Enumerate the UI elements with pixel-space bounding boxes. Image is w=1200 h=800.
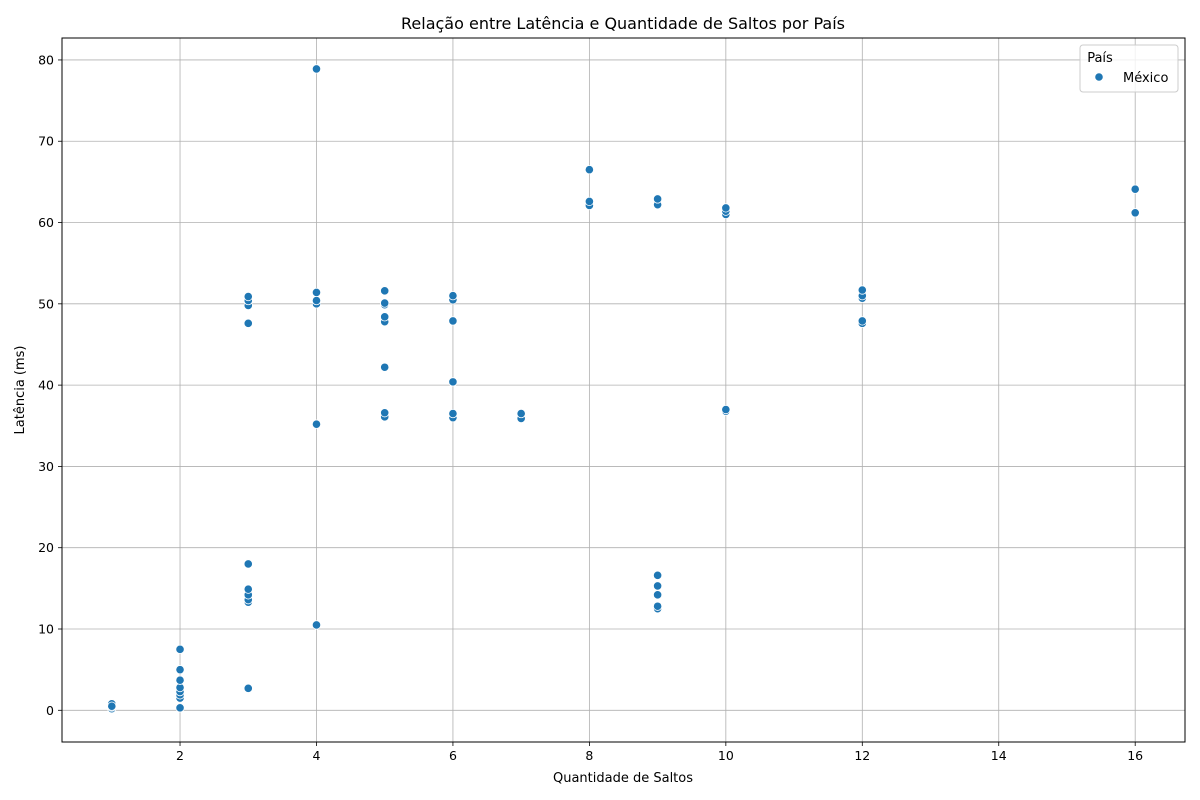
legend-marker bbox=[1094, 72, 1104, 82]
y-tick-label: 70 bbox=[38, 134, 54, 149]
data-point bbox=[243, 291, 253, 302]
data-point bbox=[380, 408, 390, 418]
data-point bbox=[311, 620, 322, 630]
plot-frame bbox=[61, 37, 1186, 743]
data-point bbox=[175, 665, 185, 675]
chart-title: Relação entre Latência e Quantidade de S… bbox=[401, 14, 845, 33]
data-point bbox=[448, 291, 458, 301]
data-point bbox=[653, 590, 663, 600]
data-point bbox=[243, 318, 253, 328]
data-point bbox=[584, 196, 594, 206]
data-point bbox=[311, 64, 322, 74]
data-point bbox=[653, 570, 663, 580]
data-point bbox=[516, 408, 526, 419]
data-point bbox=[584, 165, 594, 175]
data-point bbox=[721, 404, 731, 415]
data-point bbox=[380, 286, 390, 296]
y-tick-label: 20 bbox=[38, 540, 54, 555]
data-point bbox=[1130, 208, 1140, 218]
data-point bbox=[107, 701, 117, 711]
y-axis-title: Latência (ms) bbox=[13, 346, 28, 435]
data-point bbox=[175, 644, 185, 654]
y-tick-label: 60 bbox=[38, 215, 54, 230]
x-axis-title: Quantidade de Saltos bbox=[553, 771, 693, 786]
data-point bbox=[311, 287, 322, 298]
data-point bbox=[175, 675, 185, 685]
data-point bbox=[721, 203, 731, 213]
y-tick-label: 40 bbox=[38, 378, 54, 393]
y-tick-label: 50 bbox=[38, 296, 54, 311]
legend-box bbox=[1079, 44, 1179, 93]
x-tick-label: 10 bbox=[718, 748, 734, 763]
x-tick-label: 14 bbox=[991, 748, 1007, 763]
data-point bbox=[653, 581, 663, 591]
x-tick-label: 6 bbox=[449, 748, 457, 763]
y-tick-label: 80 bbox=[38, 52, 54, 67]
x-tick-label: 16 bbox=[1127, 748, 1143, 763]
x-tick-label: 4 bbox=[313, 748, 321, 763]
data-point bbox=[380, 298, 390, 308]
data-point bbox=[448, 316, 458, 326]
x-tick-label: 2 bbox=[176, 748, 184, 763]
y-tick-label: 30 bbox=[38, 459, 54, 474]
x-axis-ticks: 2 4 6 8 10 12 14 16 bbox=[176, 742, 1143, 763]
y-axis-ticks: 0 10 20 30 40 50 60 70 80 bbox=[38, 52, 62, 718]
data-point bbox=[448, 377, 458, 387]
legend: País México bbox=[1079, 44, 1179, 93]
data-point bbox=[243, 584, 253, 594]
x-tick-label: 12 bbox=[854, 748, 870, 763]
data-point bbox=[448, 408, 458, 419]
data-point bbox=[857, 316, 867, 326]
x-tick-label: 8 bbox=[585, 748, 593, 763]
data-point bbox=[857, 285, 867, 295]
data-points bbox=[107, 64, 1140, 714]
legend-title: País bbox=[1087, 51, 1113, 66]
legend-label: México bbox=[1123, 71, 1168, 86]
data-point bbox=[243, 683, 253, 693]
data-point bbox=[653, 601, 663, 611]
data-point bbox=[380, 362, 390, 372]
y-tick-label: 10 bbox=[38, 622, 54, 637]
data-point bbox=[380, 312, 390, 322]
data-point bbox=[311, 295, 322, 306]
data-point bbox=[653, 194, 663, 204]
data-point bbox=[1130, 184, 1140, 194]
data-point bbox=[311, 419, 322, 429]
y-tick-label: 0 bbox=[46, 703, 54, 718]
data-point bbox=[243, 559, 253, 569]
grid bbox=[62, 38, 1185, 742]
data-point bbox=[175, 703, 185, 713]
